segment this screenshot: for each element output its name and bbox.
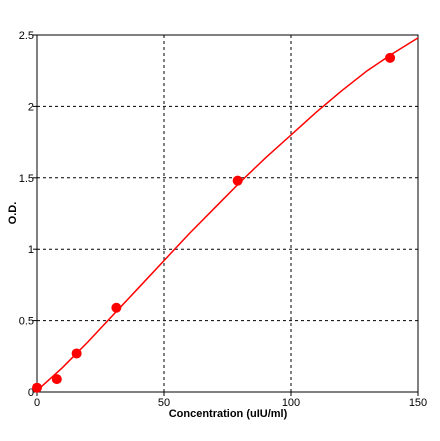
y-tick-label-5: 2.5: [19, 30, 34, 42]
x-tick-label-1: 50: [158, 397, 170, 409]
y-axis-title: O.D.: [7, 202, 19, 225]
y-tick-label-2: 1: [28, 244, 34, 256]
x-tick-label-3: 150: [409, 397, 427, 409]
plot-area-frame: [36, 34, 419, 393]
y-tick-label-0: 0: [28, 387, 34, 399]
x-tick-label-0: 0: [34, 397, 40, 409]
y-tick-label-1: 0.5: [19, 316, 34, 328]
data-point-4: [232, 175, 243, 186]
data-point-1: [51, 374, 62, 385]
fit-curve-line: [36, 37, 419, 392]
y-axis: 0 0.5 1 1.5 2 2.5: [19, 30, 37, 399]
data-points: [32, 52, 396, 393]
data-point-3: [111, 302, 122, 313]
data-point-5: [385, 52, 396, 63]
y-tick-label-3: 1.5: [19, 173, 34, 185]
y-tick-label-4: 2: [28, 101, 34, 113]
x-axis-title: Concentration (uIU/ml): [169, 408, 288, 420]
x-axis: 0 50 100 150: [34, 392, 427, 409]
data-point-2: [71, 348, 82, 359]
data-point-0: [32, 382, 42, 393]
grid: [37, 35, 418, 392]
x-tick-label-2: 100: [282, 397, 300, 409]
